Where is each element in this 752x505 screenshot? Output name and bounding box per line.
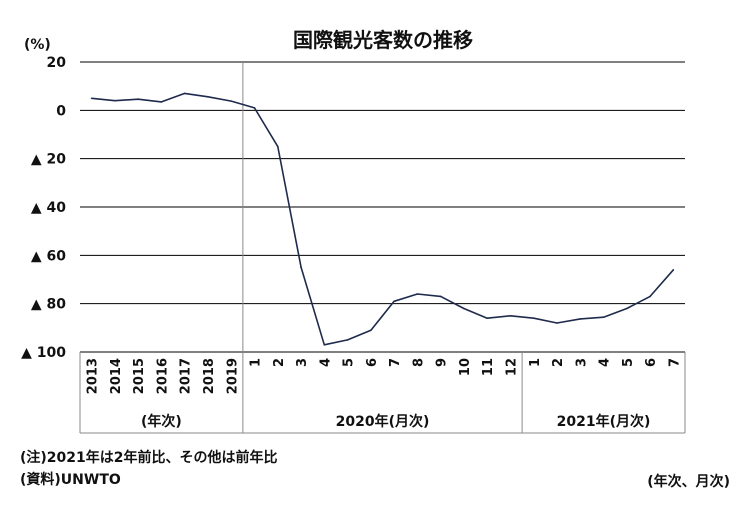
data-point xyxy=(253,107,256,109)
data-point xyxy=(230,100,233,102)
series-lines xyxy=(90,92,675,346)
data-point xyxy=(439,295,442,298)
data-point xyxy=(649,295,651,298)
x-tick-label: 8 xyxy=(411,358,426,367)
x-tick-label: 1 xyxy=(249,358,264,367)
x-tick-label: 7 xyxy=(667,358,682,367)
x-tick-label: 3 xyxy=(574,358,589,367)
note-text: (注)2021年は2年前比、その他は前年比 xyxy=(20,450,278,466)
y-tick-label: ▲ 40 xyxy=(31,200,66,216)
x-tick-label: 1 xyxy=(528,358,543,367)
x-tick-label: 2016 xyxy=(155,358,170,394)
data-point xyxy=(579,318,582,320)
x-tick-label: 2019 xyxy=(225,358,240,394)
x-tick-label: 10 xyxy=(458,358,473,376)
x-tick-label: 2013 xyxy=(86,358,101,394)
data-point xyxy=(114,99,116,102)
source-text: (資料)UNWTO xyxy=(20,472,121,488)
x-tick-label: 4 xyxy=(318,358,333,367)
x-tick-label: 7 xyxy=(388,358,403,367)
x-tick-label: 6 xyxy=(365,358,380,367)
data-point xyxy=(486,317,489,319)
y-tick-label: ▲ 80 xyxy=(31,297,66,313)
data-point xyxy=(672,269,675,271)
data-point xyxy=(532,317,535,319)
x-tick-label: 9 xyxy=(435,358,450,367)
data-point xyxy=(626,307,628,310)
data-point xyxy=(160,101,163,103)
y-axis-ticks: 20 0 ▲ 20 ▲ 40 ▲ 60 ▲ 80 ▲ 100 xyxy=(21,55,66,361)
group-label: (年次) xyxy=(141,413,182,430)
group-label: 2020年(月次) xyxy=(336,413,430,430)
data-point xyxy=(183,92,186,95)
x-tick-label: 2014 xyxy=(109,358,124,394)
group-label: 2021年(月次) xyxy=(557,413,651,430)
y-tick-label: ▲ 100 xyxy=(21,345,66,361)
data-point xyxy=(207,96,209,98)
data-point xyxy=(346,339,349,341)
x-axis-ticks: 2013 2014 2015 2016 2017 2018 2019 1 2 3 4 5 6 7 8 9 10 1… xyxy=(86,358,683,394)
data-point xyxy=(300,266,302,269)
x-tick-label: 5 xyxy=(342,358,357,367)
x-tick-label: 4 xyxy=(598,358,613,367)
data-point xyxy=(393,300,395,303)
x-tick-label: 2 xyxy=(551,358,566,367)
x-tick-label: 2017 xyxy=(179,358,194,394)
grid-lines xyxy=(80,61,685,353)
data-point xyxy=(602,316,605,319)
x-tick-label: 11 xyxy=(481,358,496,376)
group-separators xyxy=(79,62,686,434)
x-tick-label: 2 xyxy=(272,358,287,367)
x-tick-label: 3 xyxy=(295,358,310,367)
y-tick-label: 20 xyxy=(47,55,67,71)
data-point xyxy=(323,343,326,346)
data-point xyxy=(276,145,279,148)
x-tick-label: 2018 xyxy=(202,358,217,394)
x-tick-label: 5 xyxy=(621,358,636,367)
chart-title: 国際観光客数の推移 xyxy=(293,28,473,52)
x-tick-label: 2015 xyxy=(132,358,147,394)
unit-text-right: (年次、月次) xyxy=(647,474,730,490)
y-unit-label: (%) xyxy=(24,37,51,53)
data-point xyxy=(509,314,512,317)
data-point xyxy=(556,322,558,324)
x-tick-label: 6 xyxy=(644,358,659,367)
x-group-labels: (年次) 2020年(月次) 2021年(月次) xyxy=(141,413,650,430)
y-tick-label: ▲ 60 xyxy=(31,248,66,264)
data-point xyxy=(416,293,419,295)
data-point xyxy=(90,97,93,100)
data-point xyxy=(463,307,465,310)
y-tick-label: ▲ 20 xyxy=(31,152,66,168)
data-point xyxy=(137,98,139,101)
series-line xyxy=(91,92,675,346)
data-point xyxy=(370,329,372,332)
x-tick-label: 12 xyxy=(504,358,519,376)
y-tick-label: 0 xyxy=(56,103,66,119)
